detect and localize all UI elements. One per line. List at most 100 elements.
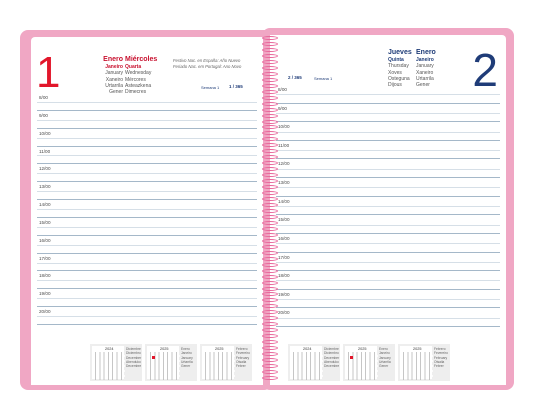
spiral-coil [262,143,278,148]
month-name: Enero [379,347,388,351]
half-hour-line[interactable] [37,316,257,318]
spiral-coil [262,256,278,261]
hourly-schedule[interactable]: 8/00 9/00 10/00 11/00 12/00 13/00 14/00 15/00 16… [37,93,257,325]
hour-line[interactable] [276,270,500,272]
month-name: Febrero [236,347,248,351]
half-hour-line[interactable] [276,168,500,170]
month-name: Decembre [324,364,340,369]
half-hour-line[interactable] [276,131,500,133]
spiral-coil [262,322,278,327]
hour-line[interactable] [37,306,257,308]
right-page[interactable]: 2 Jueves Quinta Thursday Xoves Osteguna … [270,35,506,385]
hour-line[interactable] [276,102,500,104]
half-hour-line[interactable] [37,101,257,103]
half-hour-line[interactable] [276,280,500,282]
half-hour-line[interactable] [37,155,257,157]
month-name: February [434,355,448,360]
mini-calendar-month-names: Diciembre Diciembro December Abenduko Decemb… [324,347,339,368]
mini-calendar-year: 2025 [215,347,224,351]
half-hour-line[interactable] [276,206,500,207]
hour-line[interactable] [37,252,257,254]
half-hour-line[interactable] [276,224,500,226]
month-name: Fevereiro [236,351,250,356]
spiral-coil [262,358,278,363]
hour-line[interactable] [37,109,257,111]
month-name-pt: Janeiro [105,64,123,70]
mini-calendar-month-names: Enero Janeiro January Urtarrila Gener [379,347,391,368]
hour-line[interactable] [276,288,500,290]
mini-calendar-year: 2025 [160,347,169,351]
hour-line[interactable] [37,324,257,325]
hour-line[interactable] [276,232,500,234]
month-name: Otsaila [434,359,445,364]
hour-label: 14/00 [278,198,290,204]
hour-line[interactable] [276,195,500,197]
spiral-coil [262,179,278,184]
spiral-coil [262,250,278,255]
mini-calendar-days [95,352,125,380]
hour-line[interactable] [37,216,257,218]
weekday-name-pt: Quinta [388,57,404,63]
mini-calendar-grid: 2025 [400,346,433,380]
half-hour-line[interactable] [37,226,257,228]
left-page[interactable]: 1 Enero Janeiro January Xaneiro Urtarril… [31,37,263,385]
hour-line[interactable] [37,145,257,147]
spiral-coil [262,310,278,315]
half-hour-line[interactable] [276,299,500,301]
hour-line[interactable] [276,158,500,160]
half-hour-line[interactable] [37,262,257,264]
month-names: Enero Janeiro January Xaneiro Urtarrila … [416,49,436,88]
half-hour-line[interactable] [276,94,500,96]
hour-line[interactable] [37,199,257,201]
half-hour-line[interactable] [37,191,257,193]
hour-line[interactable] [276,121,500,123]
hour-line[interactable] [276,307,500,309]
half-hour-line[interactable] [37,137,257,139]
weekday-name-eu: Osteguna [388,75,410,82]
hourly-schedule[interactable]: 8/00 9/00 10/00 11/00 12/00 13/00 14/00 15/00 16… [276,85,500,327]
spiral-coil [262,36,278,40]
half-hour-line[interactable] [276,261,500,263]
hour-label: 10/00 [39,130,51,136]
half-hour-line[interactable] [276,317,500,319]
weekday-name-gl: Xoves [388,69,402,76]
hour-line[interactable] [37,163,257,165]
hour-line[interactable] [276,139,500,141]
month-name: January [379,355,391,360]
mini-calendar-days [205,352,235,380]
half-hour-line[interactable] [37,280,257,282]
spiral-coil [262,71,278,76]
half-hour-line[interactable] [37,209,257,210]
hour-label: 9/00 [278,105,287,111]
hour-line[interactable] [37,234,257,236]
hour-line[interactable] [37,127,257,129]
hour-line[interactable] [37,270,257,272]
hour-line[interactable] [276,214,500,216]
half-hour-line[interactable] [276,243,500,245]
half-hour-line[interactable] [37,244,257,246]
half-hour-line[interactable] [37,173,257,175]
half-hour-line[interactable] [276,112,500,114]
spiral-coil [262,173,278,178]
half-hour-line[interactable] [37,119,257,121]
hour-line[interactable] [276,326,500,327]
hour-label: 20/00 [278,310,290,316]
spiral-coil [262,167,278,172]
half-hour-line[interactable] [37,298,257,300]
month-name: February [236,355,250,360]
spiral-coil [262,149,278,154]
day-of-year: 1 / 365 [229,84,243,89]
hour-line[interactable] [37,181,257,183]
month-names: Enero Janeiro January Xaneiro Urtarrila … [101,56,123,95]
hour-line[interactable] [37,288,257,290]
spiral-coil [262,119,278,124]
hour-label: 12/00 [278,161,290,167]
half-hour-line[interactable] [276,150,500,152]
half-hour-line[interactable] [276,187,500,189]
spiral-coil [262,340,278,345]
hour-line[interactable] [276,251,500,253]
hour-label: 17/00 [39,255,51,261]
spiral-coil [262,316,278,321]
month-name: Diciembro [126,351,141,356]
hour-line[interactable] [276,177,500,179]
